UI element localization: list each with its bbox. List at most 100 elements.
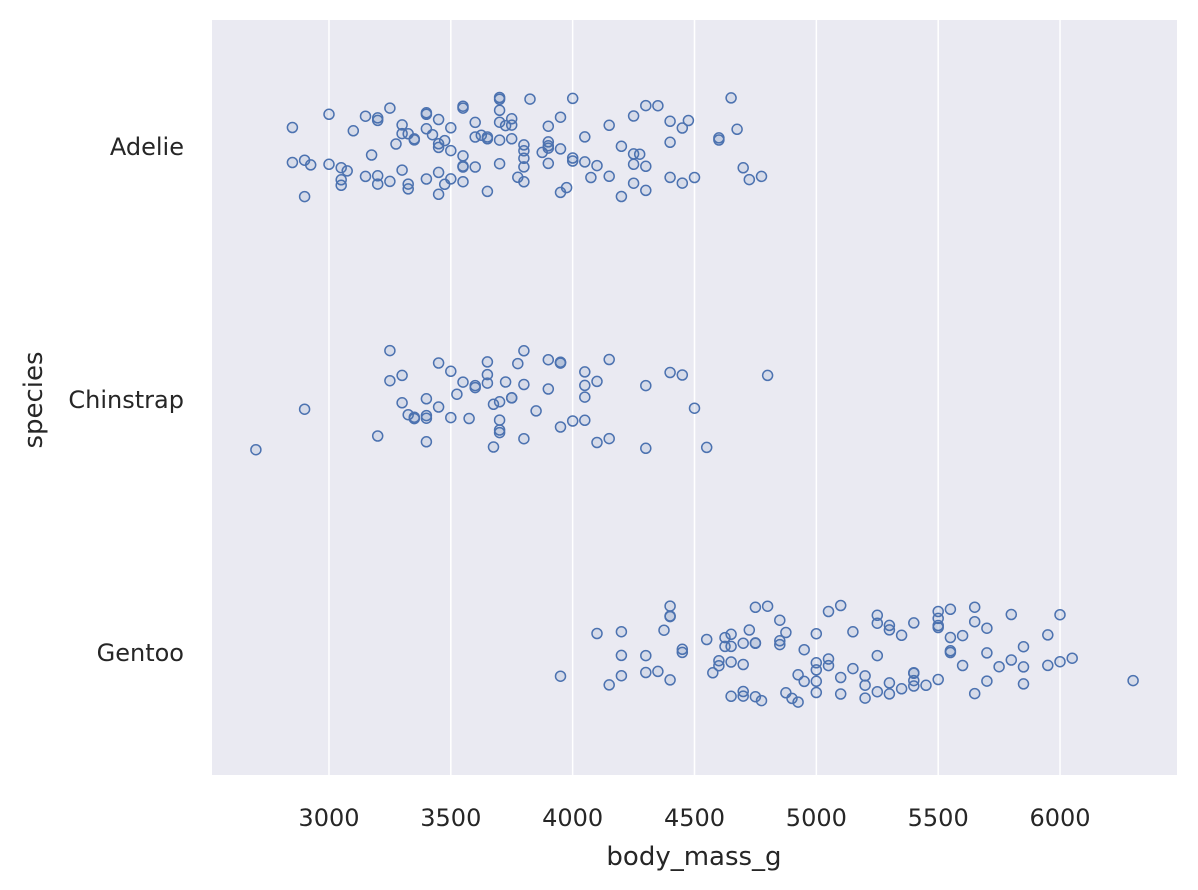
data-point-adelie [542, 120, 555, 132]
data-point-gentoo [743, 624, 756, 636]
data-point-gentoo [676, 643, 689, 656]
data-point-chinstrap [676, 369, 689, 381]
data-point-gentoo [1054, 655, 1066, 668]
data-point-chinstrap [700, 441, 713, 454]
data-point-adelie [493, 91, 506, 104]
data-point-gentoo [871, 685, 884, 698]
data-point-adelie [420, 173, 433, 185]
data-point-adelie [615, 140, 628, 153]
data-point-adelie [554, 143, 567, 155]
data-point-gentoo [719, 631, 731, 644]
data-point-gentoo [1042, 629, 1054, 641]
data-point-gentoo [810, 686, 823, 699]
data-point-gentoo [658, 624, 670, 636]
data-point-adelie [341, 165, 353, 177]
data-point-gentoo [786, 692, 798, 705]
data-point-adelie [664, 115, 676, 128]
data-point-gentoo [956, 659, 969, 672]
data-point-chinstrap [603, 353, 615, 366]
data-point-adelie [566, 155, 579, 167]
data-point-adelie [725, 92, 737, 104]
data-point-chinstrap [396, 397, 408, 409]
data-point-gentoo [554, 670, 567, 682]
data-point-adelie [365, 149, 378, 161]
data-point-chinstrap [499, 376, 512, 388]
data-point-gentoo [956, 629, 969, 642]
data-point-adelie [347, 125, 360, 137]
data-point-adelie [731, 123, 743, 136]
y-tick-label: Adelie [110, 133, 184, 161]
x-tick-label: 5000 [786, 804, 847, 832]
data-point-adelie [286, 156, 299, 169]
data-points [250, 91, 1139, 708]
data-point-gentoo [713, 654, 725, 667]
data-point-gentoo [968, 601, 981, 613]
data-point-gentoo [652, 665, 664, 678]
data-point-gentoo [908, 617, 920, 629]
data-point-gentoo [834, 599, 847, 612]
data-point-adelie [445, 144, 457, 157]
data-point-adelie [676, 122, 689, 134]
data-point-chinstrap [761, 369, 774, 382]
data-point-gentoo [725, 640, 737, 653]
data-point-gentoo [1054, 608, 1066, 621]
data-point-chinstrap [384, 374, 396, 387]
data-point-adelie [554, 111, 567, 123]
data-point-chinstrap [432, 357, 445, 369]
data-point-adelie [481, 133, 494, 145]
data-point-chinstrap [512, 357, 524, 370]
data-point-gentoo [908, 667, 920, 680]
data-point-adelie [469, 116, 481, 129]
data-point-adelie [518, 152, 530, 165]
x-tick-label: 5500 [908, 804, 969, 832]
data-point-adelie [304, 159, 317, 171]
data-point-gentoo [944, 631, 957, 644]
data-point-adelie [664, 171, 676, 184]
data-point-gentoo [1005, 608, 1018, 621]
data-point-gentoo [725, 690, 737, 703]
data-point-adelie [493, 116, 506, 128]
data-point-gentoo [847, 626, 859, 638]
data-point-chinstrap [518, 345, 530, 357]
data-point-gentoo [944, 603, 957, 616]
data-point-chinstrap [554, 421, 567, 433]
data-point-adelie [432, 113, 445, 126]
data-point-adelie [615, 190, 628, 203]
data-point-adelie [566, 152, 579, 164]
data-point-gentoo [1005, 654, 1018, 666]
data-point-adelie [743, 173, 756, 186]
data-point-adelie [676, 177, 689, 189]
data-point-gentoo [749, 637, 762, 649]
data-point-gentoo [774, 635, 786, 647]
data-point-gentoo [700, 633, 713, 646]
data-point-chinstrap [469, 381, 481, 394]
data-point-adelie [493, 134, 506, 146]
data-point-gentoo [664, 600, 676, 612]
data-point-adelie [457, 160, 469, 172]
data-point-adelie [286, 121, 299, 134]
data-point-chinstrap [396, 369, 408, 382]
data-point-chinstrap [371, 430, 384, 442]
data-point-adelie [323, 158, 335, 171]
data-point-gentoo [615, 649, 628, 662]
data-point-gentoo [920, 679, 932, 692]
data-point-gentoo [847, 662, 859, 675]
data-point-adelie [396, 164, 408, 176]
x-tick-label: 4000 [542, 804, 603, 832]
data-point-gentoo [822, 653, 835, 665]
data-point-chinstrap [408, 411, 421, 423]
data-point-adelie [640, 160, 652, 173]
data-point-gentoo [968, 687, 981, 700]
data-point-adelie [457, 150, 469, 162]
data-point-chinstrap [579, 414, 591, 427]
data-point-chinstrap [591, 375, 603, 388]
data-point-gentoo [725, 628, 737, 641]
data-point-chinstrap [298, 403, 311, 415]
data-point-chinstrap [579, 366, 591, 378]
data-point-gentoo [932, 605, 944, 618]
y-axis-label: species [19, 351, 49, 448]
data-point-chinstrap [250, 443, 262, 456]
data-point-chinstrap [640, 379, 652, 392]
data-point-adelie [518, 176, 530, 188]
data-point-adelie [542, 157, 555, 170]
